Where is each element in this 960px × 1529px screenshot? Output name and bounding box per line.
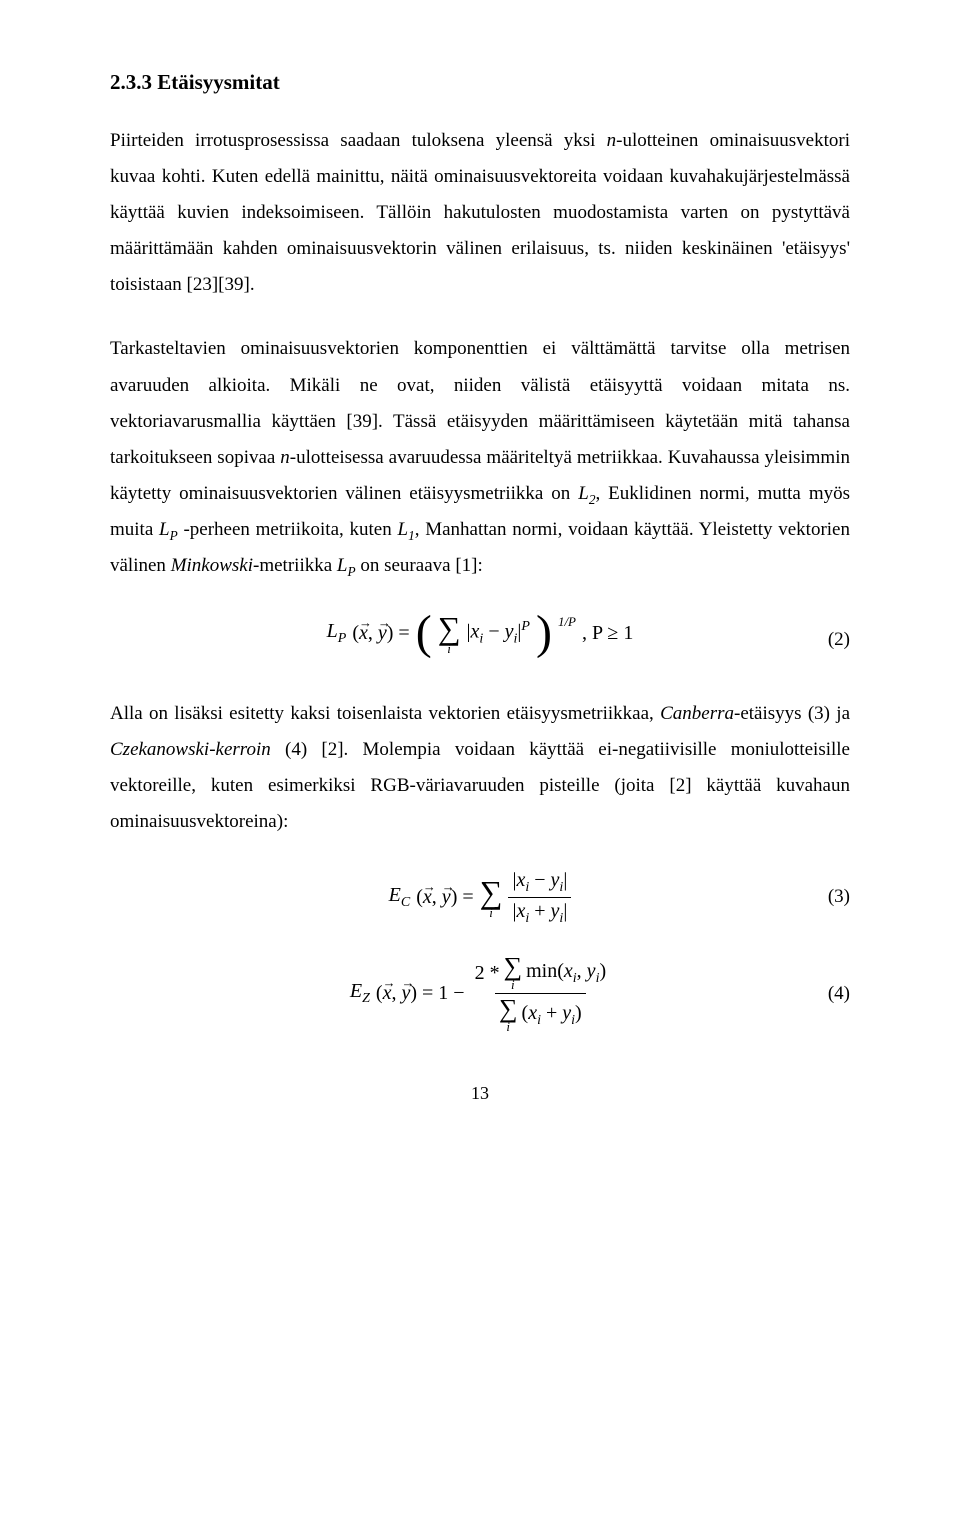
text: -metriikka [253, 555, 337, 576]
equation-3: EC (x, y) = ∑ i |xi − yi| |xi + yi| (3) [110, 869, 850, 927]
paragraph-2: Tarkasteltavien ominaisuusvektorien komp… [110, 331, 850, 584]
symbol-LP: LP [159, 519, 178, 540]
fraction: 2 * ∑ i min(xi, yi) ∑ i (xi + yi [471, 954, 611, 1033]
paragraph-1: Piirteiden irrotusprosessissa saadaan tu… [110, 123, 850, 303]
symbol-E: EC [389, 884, 411, 911]
denominator: |xi + yi| [508, 897, 571, 926]
sigma-icon: ∑ i [480, 876, 503, 919]
page-number: 13 [110, 1083, 850, 1104]
condition: , P ≥ 1 [582, 622, 633, 645]
text: -perheen metriikoita, kuten [178, 519, 398, 540]
italic-canberra: Canberra [660, 703, 734, 724]
abs-term: |xi − yi|P [467, 619, 530, 648]
args: (x, y) = [416, 886, 473, 909]
equation-number: (4) [828, 983, 850, 1005]
section-heading: 2.3.3 Etäisyysmitat [110, 70, 850, 95]
equation-2: LP (x, y) = ( ∑ i |xi − yi|P ) 1/P , P ≥… [110, 612, 850, 668]
numerator: |xi − yi| [508, 869, 571, 897]
equation-number: (2) [828, 629, 850, 651]
symbol-L2: L2 [578, 483, 595, 504]
symbol-LP: LP [337, 555, 356, 576]
page-container: 2.3.3 Etäisyysmitat Piirteiden irrotuspr… [0, 0, 960, 1164]
italic-czekanowski: Czekanowski-kerroin [110, 739, 271, 760]
paragraph-3: Alla on lisäksi esitetty kaksi toisenlai… [110, 696, 850, 840]
italic-n: n [280, 447, 290, 468]
left-paren-icon: ( [416, 614, 432, 652]
equation-4: EZ (x, y) = 1 − 2 * ∑ i min(xi, yi) ∑ [110, 954, 850, 1033]
symbol-E: EZ [350, 980, 370, 1007]
outer-exponent: 1/P [558, 614, 576, 630]
italic-n: n [607, 130, 617, 151]
text: -etäisyys (3) ja [734, 703, 850, 724]
equation-body: LP (x, y) = ( ∑ i |xi − yi|P ) 1/P , P ≥… [327, 612, 634, 655]
args: (x, y) = 1 − [376, 982, 465, 1005]
equation-body: EC (x, y) = ∑ i |xi − yi| |xi + yi| [389, 869, 572, 927]
italic-minkowski: Minkowski [171, 555, 253, 576]
text: on seuraava [1]: [356, 555, 483, 576]
numerator: 2 * ∑ i min(xi, yi) [471, 954, 611, 993]
equation-body: EZ (x, y) = 1 − 2 * ∑ i min(xi, yi) ∑ [350, 954, 610, 1033]
equation-number: (3) [828, 886, 850, 908]
sigma-icon: ∑ i [499, 996, 518, 1033]
sigma-icon: ∑ i [438, 612, 461, 655]
sigma-icon: ∑ i [504, 954, 523, 991]
denominator: ∑ i (xi + yi) [495, 993, 586, 1033]
text: -ulotteinen ominaisuusvektori kuvaa koht… [110, 130, 850, 295]
fraction: |xi − yi| |xi + yi| [508, 869, 571, 927]
right-paren-icon: ) [536, 614, 552, 652]
symbol-L1: L1 [397, 519, 414, 540]
args-open: (x, y) = [352, 622, 409, 645]
symbol-L: LP [327, 620, 347, 647]
text: Alla on lisäksi esitetty kaksi toisenlai… [110, 703, 660, 724]
text: Piirteiden irrotusprosessissa saadaan tu… [110, 130, 607, 151]
